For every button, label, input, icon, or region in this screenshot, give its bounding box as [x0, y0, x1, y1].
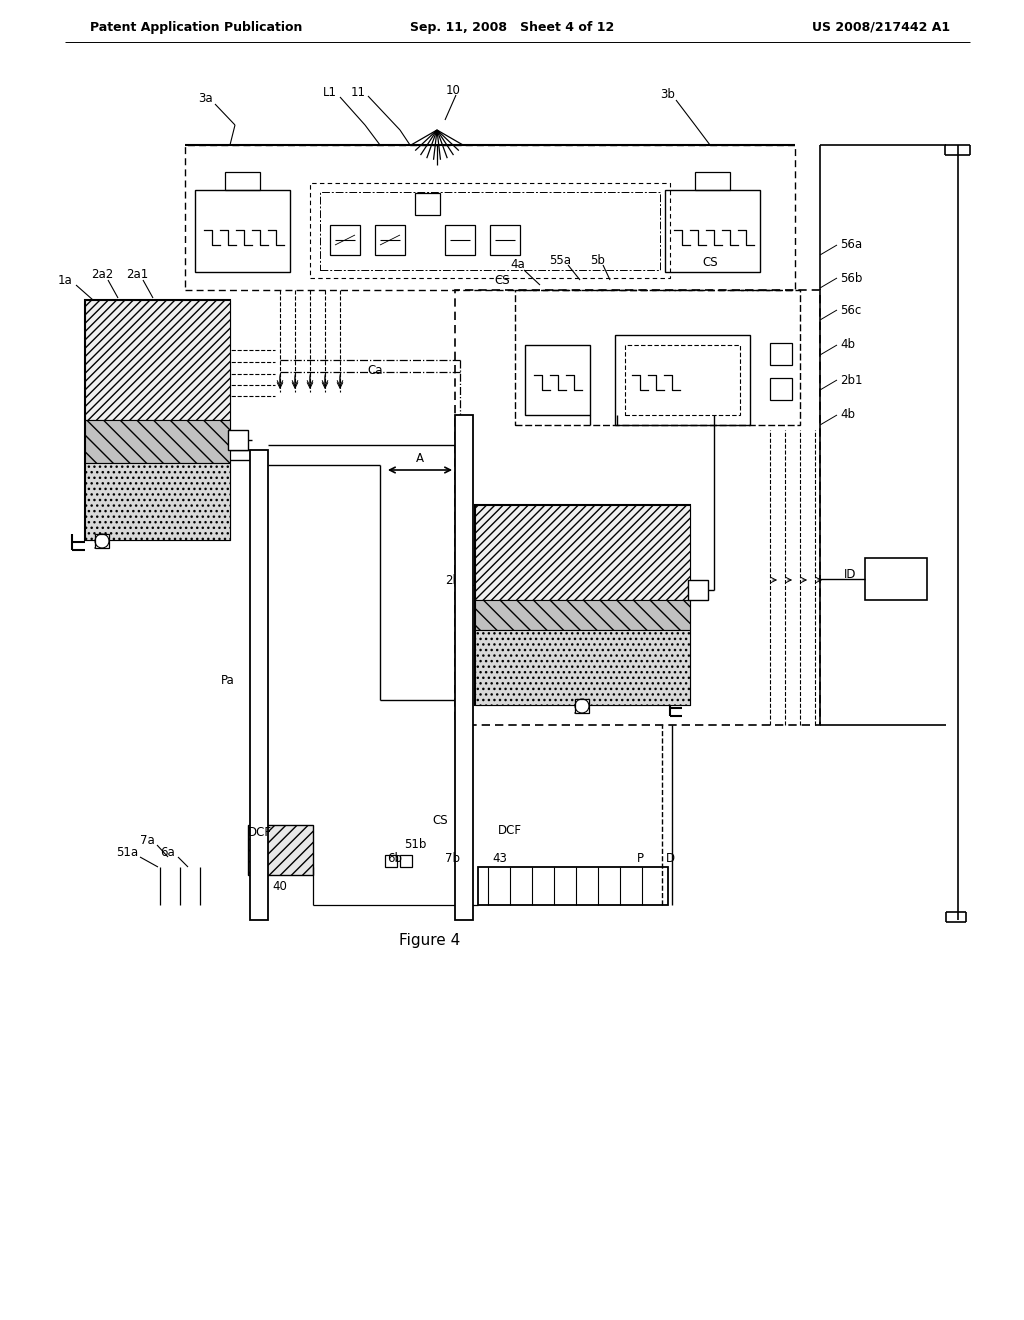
Text: 5b: 5b — [591, 253, 605, 267]
Text: 40: 40 — [272, 880, 288, 894]
Bar — [445, 224, 475, 255]
Bar — [195, 190, 290, 272]
Text: 56c: 56c — [840, 304, 861, 317]
Bar — [250, 450, 268, 920]
Bar — [455, 414, 473, 920]
Bar — [319, 191, 660, 271]
Bar — [248, 825, 313, 875]
Bar — [225, 172, 260, 190]
Bar — [228, 430, 248, 450]
Text: Ca: Ca — [368, 363, 383, 376]
Bar — [185, 145, 795, 290]
Text: 7a: 7a — [140, 833, 155, 846]
Text: ID: ID — [844, 569, 856, 582]
Bar — [475, 506, 690, 601]
Bar — [85, 300, 230, 540]
Text: Pa: Pa — [221, 673, 234, 686]
Text: 4a: 4a — [511, 259, 525, 272]
Text: 51b: 51b — [403, 838, 426, 851]
Bar — [575, 700, 589, 713]
Text: 2b2: 2b2 — [445, 573, 468, 586]
Text: 1a: 1a — [57, 273, 72, 286]
Text: 2a2: 2a2 — [91, 268, 113, 281]
Text: 11: 11 — [350, 86, 366, 99]
Bar — [695, 172, 730, 190]
Text: CS: CS — [432, 813, 449, 826]
Bar — [330, 224, 360, 255]
Bar — [615, 335, 750, 425]
Bar — [415, 193, 440, 215]
Text: L1: L1 — [323, 86, 337, 99]
Text: 2a1: 2a1 — [126, 268, 148, 281]
Bar — [478, 867, 668, 906]
Text: 51a: 51a — [116, 846, 138, 858]
Bar — [85, 420, 230, 463]
Bar — [310, 183, 670, 279]
Text: 56a: 56a — [840, 239, 862, 252]
Bar — [515, 290, 800, 425]
Bar — [688, 579, 708, 601]
Text: DCF: DCF — [498, 824, 522, 837]
Bar — [490, 224, 520, 255]
Bar — [400, 855, 412, 867]
Text: Figure 4: Figure 4 — [399, 932, 461, 948]
Bar — [475, 630, 690, 705]
Text: 10: 10 — [445, 83, 461, 96]
Bar — [865, 558, 927, 601]
Bar — [85, 300, 230, 420]
Bar — [625, 345, 740, 414]
Text: 4b: 4b — [840, 338, 855, 351]
Text: 3a: 3a — [198, 91, 212, 104]
Text: 7b: 7b — [444, 851, 460, 865]
Text: 6b: 6b — [387, 851, 402, 865]
Text: 3b: 3b — [660, 88, 676, 102]
Bar — [455, 290, 820, 725]
Text: DCF: DCF — [248, 825, 272, 838]
Bar — [770, 343, 792, 366]
Text: 4b: 4b — [840, 408, 855, 421]
Bar — [85, 463, 230, 540]
Bar — [525, 345, 590, 414]
Bar — [375, 224, 406, 255]
Text: D: D — [666, 851, 675, 865]
Bar — [95, 535, 109, 548]
Text: CS: CS — [702, 256, 718, 268]
Bar — [770, 378, 792, 400]
Bar — [385, 855, 397, 867]
Text: 56b: 56b — [840, 272, 862, 285]
Text: A: A — [416, 451, 424, 465]
Bar — [665, 190, 760, 272]
Text: 6a: 6a — [160, 846, 175, 858]
Text: US 2008/217442 A1: US 2008/217442 A1 — [812, 21, 950, 33]
Bar — [475, 506, 690, 705]
Text: 55a: 55a — [549, 253, 571, 267]
Text: Sep. 11, 2008   Sheet 4 of 12: Sep. 11, 2008 Sheet 4 of 12 — [410, 21, 614, 33]
Text: 2b1: 2b1 — [840, 374, 862, 387]
Text: 43: 43 — [493, 851, 508, 865]
Bar — [475, 601, 690, 630]
Text: CS: CS — [495, 273, 510, 286]
Text: P: P — [637, 851, 643, 865]
Text: Patent Application Publication: Patent Application Publication — [90, 21, 302, 33]
